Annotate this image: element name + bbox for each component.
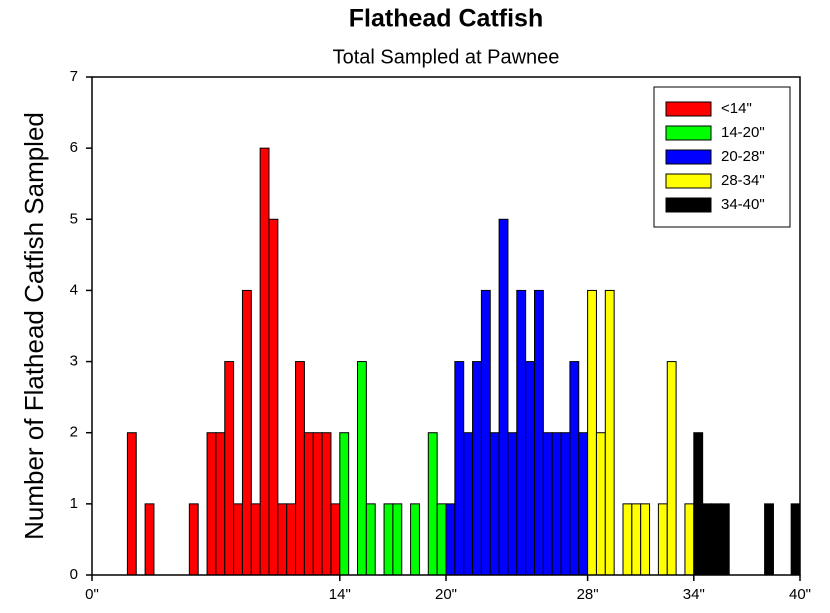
bar [233,503,243,576]
bar [666,361,677,576]
bar [312,432,323,576]
bar [631,503,642,576]
x-tick-label: 34" [683,586,705,603]
bar [330,503,341,576]
y-tick-label: 6 [70,139,78,156]
legend-swatch [665,101,712,117]
bar [188,503,199,576]
y-tick-label: 4 [70,281,78,298]
bar [383,503,394,576]
bar [126,432,137,576]
bar [427,432,438,576]
bar [551,432,562,576]
bar [286,503,297,576]
chart-subtitle: Total Sampled at Pawnee [333,46,560,68]
bar [719,503,730,576]
bar [711,503,721,576]
bar [525,361,536,576]
bar [268,218,279,576]
bar [410,503,420,576]
bar [489,432,500,576]
bar [684,503,695,576]
x-tick-label: 28" [577,586,599,603]
legend-label: 20-28" [721,148,765,165]
y-tick-label: 1 [70,495,78,512]
x-tick-label: 40" [789,586,811,603]
legend-label: 34-40" [721,196,765,213]
legend-swatch [665,149,712,165]
bar [259,147,270,576]
bar [357,361,367,576]
legend-label: 28-34" [721,172,765,189]
bar [702,503,713,576]
bar [206,432,217,576]
bar [215,432,226,576]
bar [657,503,668,576]
bar [604,289,615,576]
x-tick-label: 20" [435,586,457,603]
bar [640,503,651,576]
y-axis-label: Number of Flathead Catfish Sampled [19,112,49,540]
bar [303,432,314,576]
bar [622,503,633,576]
bar [241,289,252,576]
chart-title: Flathead Catfish [349,5,543,33]
bar [693,432,704,576]
bar [224,361,235,576]
y-tick-label: 2 [70,424,78,441]
bar [560,432,571,576]
bar [321,432,332,576]
bar [392,503,403,576]
x-tick-label: 0" [85,586,99,603]
bar [295,361,305,576]
legend-swatch [665,125,712,141]
bar [144,503,155,576]
bar [764,503,774,576]
y-tick-label: 3 [70,353,78,370]
bar [790,503,801,576]
legend-label: <14" [721,100,752,117]
bar [516,289,527,576]
bar [569,361,580,576]
bar [365,503,376,576]
y-tick-label: 0 [70,566,78,583]
legend-swatch [665,197,712,213]
bar [250,503,261,576]
bar [542,432,553,576]
bar [498,218,509,576]
legend-label: 14-20" [721,124,765,141]
bar [578,432,589,576]
legend-swatch [665,173,712,189]
bar [454,361,465,576]
y-tick-label: 7 [70,68,78,85]
bar [507,432,518,576]
bar [472,361,482,576]
bar [595,432,606,576]
bar [339,432,350,576]
bar [436,503,447,576]
bar [480,289,491,576]
bar [277,503,288,576]
bar [445,503,456,576]
x-tick-label: 14" [329,586,351,603]
bar [534,289,544,576]
y-tick-label: 5 [70,210,78,227]
bar [463,432,474,576]
bar [587,289,597,576]
